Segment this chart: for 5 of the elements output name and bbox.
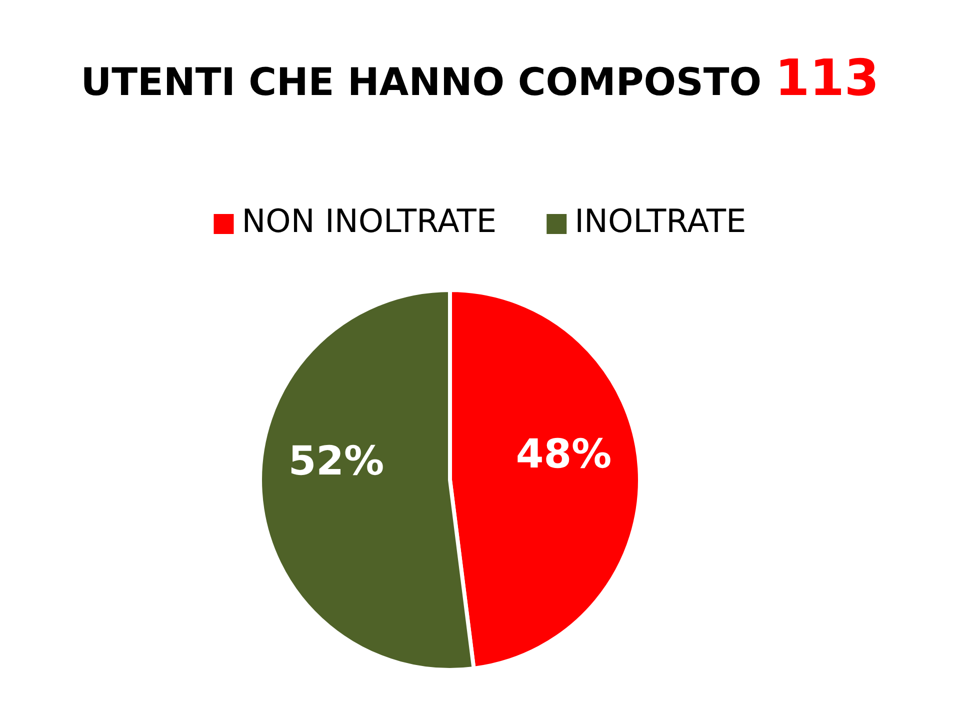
chart-title: UTENTI CHE HANNO COMPOSTO 113 bbox=[80, 49, 880, 107]
data-label: 48% bbox=[516, 431, 612, 478]
data-label: 52% bbox=[288, 438, 384, 485]
legend-label: NON INOLTRATE bbox=[242, 202, 497, 240]
legend-label: INOLTRATE bbox=[574, 202, 746, 240]
